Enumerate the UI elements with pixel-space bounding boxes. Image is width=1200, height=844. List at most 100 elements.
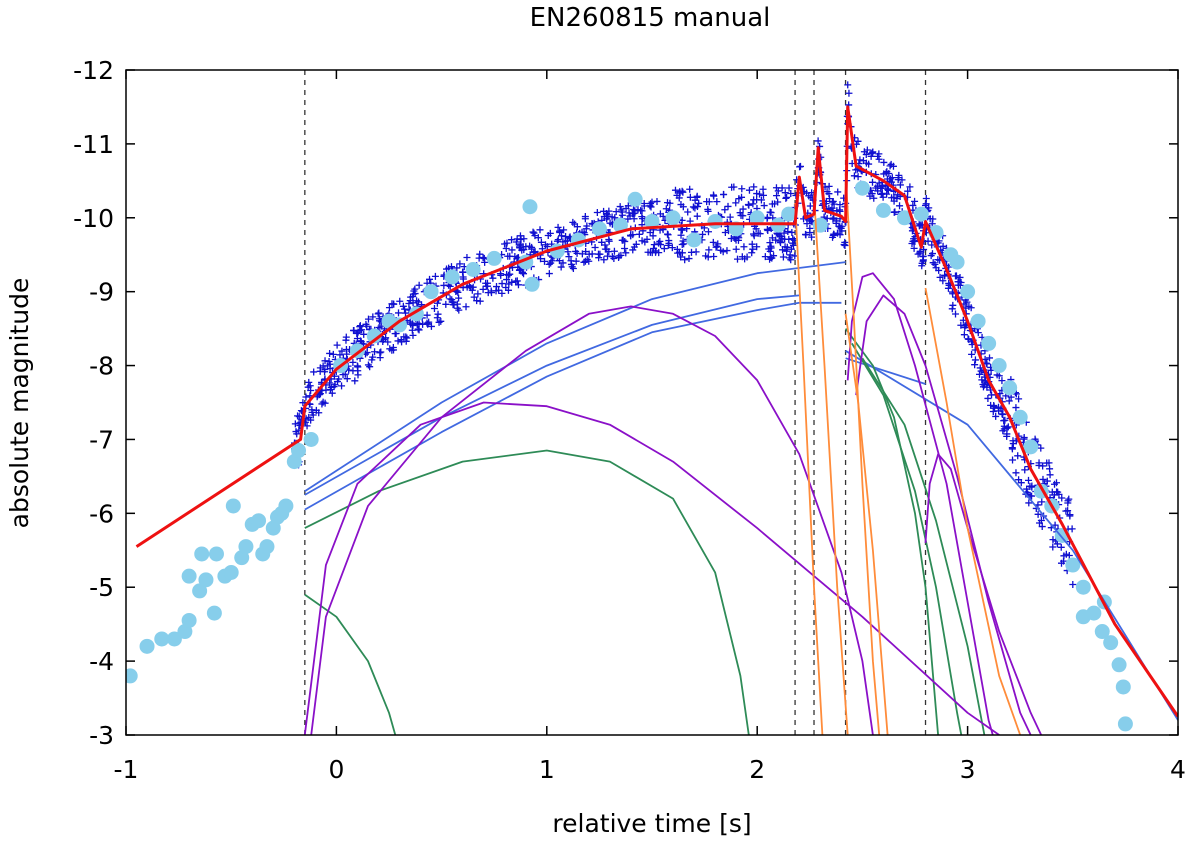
plus-point xyxy=(617,206,625,214)
plus-point xyxy=(536,226,544,234)
plus-point xyxy=(825,182,833,190)
plus-point xyxy=(647,203,655,211)
data-dot xyxy=(981,335,997,351)
plus-point xyxy=(308,406,316,414)
plus-point xyxy=(1058,494,1066,502)
plus-point xyxy=(677,201,685,209)
plus-point xyxy=(1064,499,1072,507)
plus-point xyxy=(611,214,619,222)
plus-point xyxy=(844,81,852,89)
x-tick-label: 3 xyxy=(960,755,976,784)
green-component-curve-3 xyxy=(851,342,963,735)
plus-point xyxy=(693,212,701,220)
data-dot xyxy=(644,213,660,229)
plus-point xyxy=(369,353,377,361)
data-dot xyxy=(181,612,197,628)
blue-component-curve-2 xyxy=(304,261,846,492)
plus-point xyxy=(748,249,756,257)
plus-point xyxy=(396,297,404,305)
plus-point xyxy=(984,394,992,402)
plus-point xyxy=(808,233,816,241)
plus-point xyxy=(385,304,393,312)
plus-point xyxy=(529,228,537,236)
plus-point xyxy=(796,162,804,170)
data-dot xyxy=(627,191,643,207)
x-tick-label: 1 xyxy=(539,755,555,784)
plus-point xyxy=(545,270,553,278)
plus-point xyxy=(693,192,701,200)
data-dot xyxy=(181,568,197,584)
fit-curve xyxy=(135,105,1178,718)
plus-point xyxy=(705,198,713,206)
plus-point xyxy=(560,226,568,234)
plus-point xyxy=(640,199,648,207)
plus-point xyxy=(315,409,323,417)
orange-component-curve-3 xyxy=(844,313,889,735)
data-dot xyxy=(970,313,986,329)
plus-point xyxy=(976,370,984,378)
plus-point xyxy=(503,276,511,284)
plus-point xyxy=(693,203,701,211)
plus-point xyxy=(1008,444,1016,452)
plus-point xyxy=(338,347,346,355)
plus-point xyxy=(508,236,516,244)
plus-point xyxy=(431,272,439,280)
plus-point xyxy=(333,341,341,349)
plus-point xyxy=(965,302,973,310)
data-dot xyxy=(139,638,155,654)
plus-point xyxy=(556,227,564,235)
plus-point xyxy=(918,262,926,270)
data-dot xyxy=(1012,409,1028,425)
plus-point xyxy=(971,361,979,369)
plot-frame xyxy=(125,69,1179,736)
green-component-curve-4 xyxy=(861,357,986,735)
plus-point xyxy=(335,375,343,383)
plus-point xyxy=(502,284,510,292)
data-dot xyxy=(1075,609,1091,625)
plus-point xyxy=(677,253,685,261)
plus-point xyxy=(759,185,767,193)
plus-point xyxy=(456,260,464,268)
plus-point xyxy=(687,248,695,256)
plus-point xyxy=(530,229,538,237)
plus-point xyxy=(453,264,461,272)
y-tick-label: -11 xyxy=(73,130,114,159)
x-axis-label: relative time [s] xyxy=(552,809,751,838)
plus-point xyxy=(415,281,423,289)
plus-point xyxy=(315,391,323,399)
plus-point xyxy=(845,89,853,97)
plus-point xyxy=(772,184,780,192)
data-dot xyxy=(1075,579,1091,595)
plus-point xyxy=(402,309,410,317)
data-dot xyxy=(465,262,481,277)
plus-point xyxy=(726,213,734,221)
plus-point xyxy=(545,260,553,268)
plus-point xyxy=(555,257,563,265)
plus-point xyxy=(862,150,870,158)
plus-point xyxy=(880,158,888,166)
plus-point xyxy=(1049,543,1057,551)
plus-point xyxy=(442,300,450,308)
axis-ticks: -1 0 1 2 3 4-3-4-5-6-7-8-9-10-11-12 xyxy=(73,56,1186,784)
plus-point xyxy=(977,367,985,375)
plus-point xyxy=(785,254,793,262)
plus-point xyxy=(329,350,337,358)
plus-point xyxy=(859,157,867,165)
model-components xyxy=(303,173,1178,735)
plus-point xyxy=(463,254,471,262)
plus-point xyxy=(774,198,782,206)
x-tick-label: 0 xyxy=(328,755,344,784)
plus-point xyxy=(366,363,374,371)
plus-point xyxy=(1021,466,1029,474)
plus-point xyxy=(991,404,999,412)
plus-point xyxy=(413,297,421,305)
plus-point xyxy=(382,334,390,342)
data-dot xyxy=(1065,557,1081,573)
plus-point xyxy=(951,272,959,280)
plus-point xyxy=(565,253,573,261)
plus-point xyxy=(585,257,593,265)
plus-point xyxy=(629,231,637,239)
plus-point xyxy=(757,196,765,204)
plus-point xyxy=(865,160,873,168)
